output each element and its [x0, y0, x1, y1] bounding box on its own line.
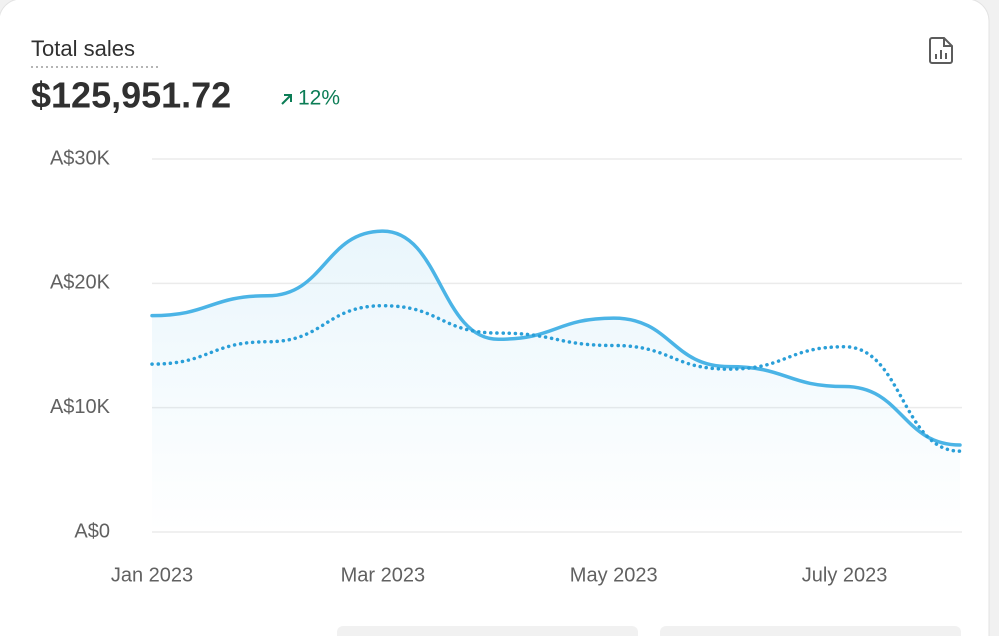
- button[interactable]: [660, 626, 961, 636]
- plot: A$0 A$10K A$20K A$30K Jan 2023 Mar 2023 May 20…: [50, 147, 962, 586]
- area-fill: [152, 231, 960, 532]
- x-tick-label: Jan 2023: [111, 564, 193, 586]
- sales-line: [150, 229, 962, 447]
- y-tick-label: A$20K: [50, 272, 111, 294]
- comparison-line: [150, 303, 962, 453]
- card-title[interactable]: Total sales: [31, 36, 135, 61]
- trend-arrow: [281, 94, 292, 105]
- x-tick-label: July 2023: [802, 564, 888, 586]
- change-percent: 12%: [298, 87, 340, 110]
- y-tick-label: A$30K: [50, 147, 111, 169]
- y-tick-label: A$0: [74, 520, 110, 542]
- total-value: $125,951.72: [31, 75, 231, 116]
- x-tick-label: Mar 2023: [341, 564, 426, 586]
- export-icon[interactable]: [929, 37, 953, 64]
- x-tick-label: May 2023: [570, 564, 658, 586]
- y-tick-label: A$10K: [50, 396, 111, 418]
- button[interactable]: [337, 626, 638, 636]
